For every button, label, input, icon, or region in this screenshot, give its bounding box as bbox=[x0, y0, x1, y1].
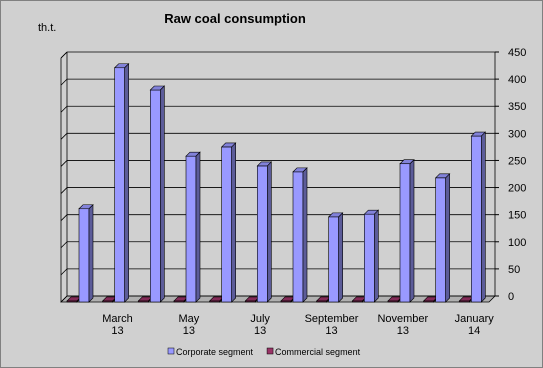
bar-front bbox=[257, 165, 268, 303]
y-tick-label: 400 bbox=[508, 74, 526, 86]
bar bbox=[113, 63, 130, 303]
bar-front bbox=[292, 171, 304, 303]
grid-line-side bbox=[60, 187, 68, 194]
bar bbox=[470, 131, 487, 303]
bar-front bbox=[435, 177, 446, 303]
x-tick-label: January 14 bbox=[455, 313, 495, 337]
bar-side bbox=[445, 173, 450, 303]
y-tick-label: 0 bbox=[508, 291, 514, 303]
grid-line-side bbox=[60, 295, 68, 303]
bar-front bbox=[185, 155, 197, 303]
bar-front bbox=[364, 213, 375, 303]
grid-line-side bbox=[60, 133, 68, 140]
bar-side bbox=[231, 142, 236, 303]
bar-side bbox=[481, 131, 486, 303]
bar bbox=[256, 161, 273, 303]
y-tick-label: 100 bbox=[508, 237, 526, 249]
grid-line-side bbox=[60, 214, 68, 221]
unit-label: th.t. bbox=[38, 22, 56, 34]
bar-side bbox=[374, 209, 379, 303]
legend-label: Corporate segment bbox=[176, 347, 254, 357]
bar bbox=[399, 159, 415, 303]
legend-swatch bbox=[167, 347, 175, 355]
grid-line-side bbox=[60, 241, 68, 249]
grid-line-side bbox=[60, 105, 68, 113]
x-tick-label: May 13 bbox=[178, 313, 199, 337]
bar-side bbox=[160, 85, 165, 303]
y-tick-label: 250 bbox=[508, 155, 526, 167]
y-tick-label: 350 bbox=[508, 101, 526, 113]
bar bbox=[363, 209, 380, 303]
x-tick-label: September 13 bbox=[305, 313, 359, 337]
bar-front bbox=[78, 208, 90, 303]
bar bbox=[434, 173, 451, 303]
chart-title: Raw coal consumption bbox=[164, 11, 306, 26]
legend-swatch bbox=[266, 347, 274, 355]
y-tick-label: 200 bbox=[508, 183, 526, 195]
bar bbox=[185, 151, 201, 303]
bar-front bbox=[114, 67, 125, 303]
legend-label: Commercial segment bbox=[275, 347, 361, 357]
bar-side bbox=[267, 161, 272, 303]
y-tick-label: 300 bbox=[508, 128, 526, 140]
y-tick-label: 450 bbox=[508, 47, 526, 59]
bar-side bbox=[124, 63, 129, 303]
y-tick-label: 50 bbox=[508, 264, 520, 276]
grid-line-side bbox=[60, 160, 68, 167]
y-tick-label: 150 bbox=[508, 210, 526, 222]
bar-front bbox=[150, 89, 161, 303]
x-tick-label: July 13 bbox=[250, 313, 270, 337]
bar-side bbox=[88, 204, 94, 303]
grid-line-side bbox=[60, 51, 68, 59]
bar-side bbox=[338, 212, 343, 303]
x-tick-label: March 13 bbox=[102, 313, 133, 337]
bar-side bbox=[409, 159, 415, 303]
bar-front bbox=[471, 135, 482, 303]
bar-front bbox=[221, 146, 232, 303]
bar bbox=[292, 167, 308, 303]
x-tick-label: November 13 bbox=[377, 313, 428, 337]
bar-side bbox=[195, 151, 201, 303]
bar bbox=[149, 85, 166, 303]
bar-side bbox=[302, 167, 308, 303]
grid-line-side bbox=[60, 78, 68, 86]
bar-front bbox=[328, 216, 339, 303]
bar-front bbox=[399, 163, 411, 303]
bar bbox=[220, 142, 237, 303]
bar bbox=[78, 204, 94, 303]
bar bbox=[327, 212, 344, 303]
grid-line-side bbox=[60, 268, 68, 276]
bar bbox=[351, 296, 368, 303]
